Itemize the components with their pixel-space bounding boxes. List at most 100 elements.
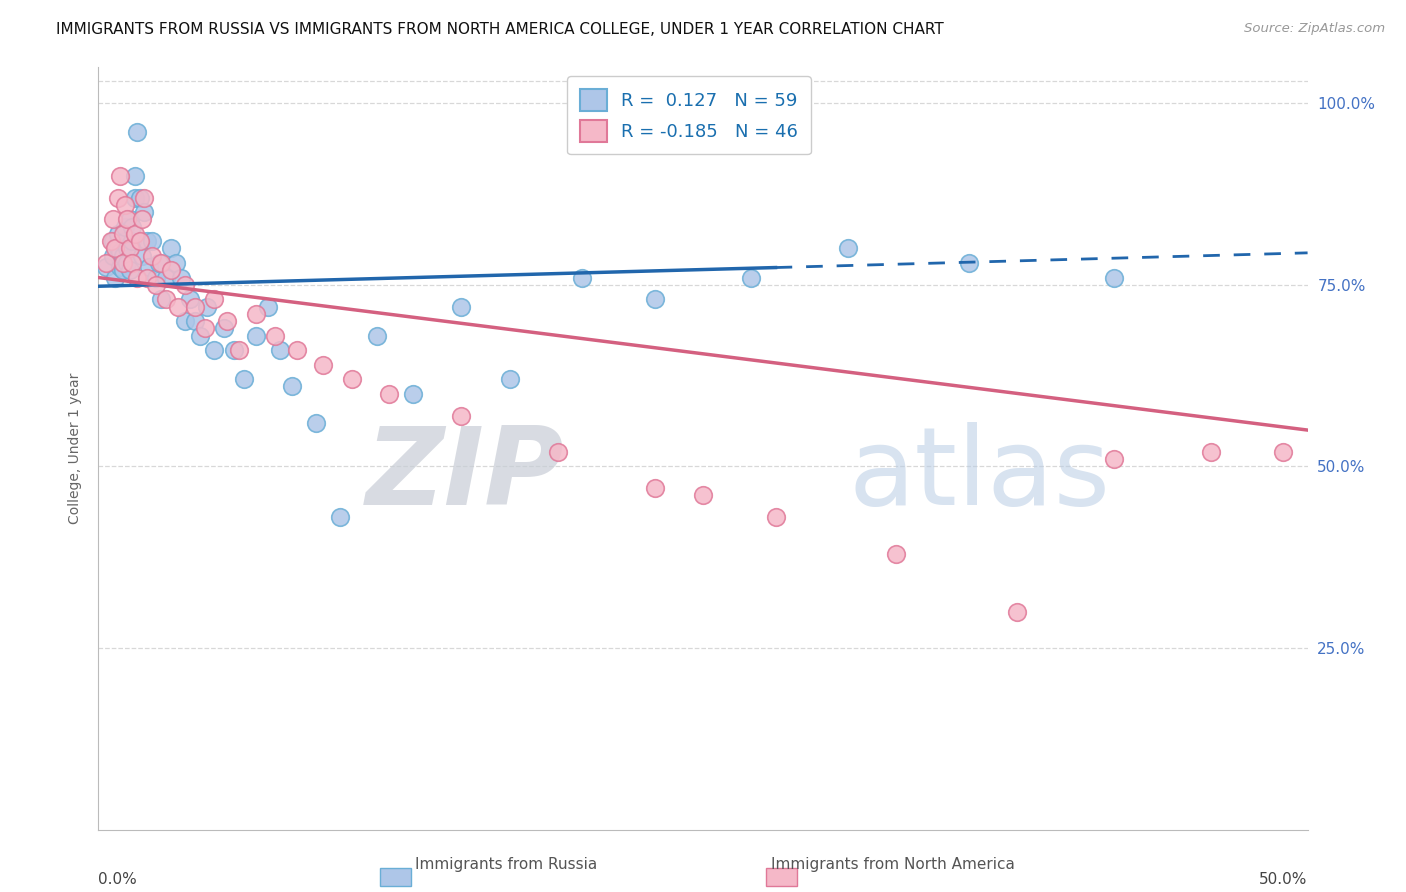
Point [377,386,399,401]
Point [108,169,131,183]
Point [104,242,127,256]
Point [160,242,183,256]
Text: Source: ZipAtlas.com: Source: ZipAtlas.com [1244,22,1385,36]
Point [138,260,160,274]
Point [179,293,201,307]
Point [188,328,211,343]
Point [121,234,143,248]
Point [107,227,129,241]
Point [547,445,569,459]
Point [498,372,520,386]
Point [131,212,153,227]
Point [285,343,308,358]
Point [141,234,163,248]
Point [184,314,207,328]
Point [114,234,136,248]
Point [245,328,267,343]
Point [256,300,278,314]
Point [101,234,124,248]
Point [145,270,167,285]
Point [160,263,183,277]
Point [692,488,714,502]
Text: 0.0%: 0.0% [98,871,138,887]
Point [117,256,139,270]
Point [100,234,122,248]
Point [232,372,254,386]
Text: Immigrants from Russia: Immigrants from Russia [415,857,598,872]
Point [114,219,136,234]
Point [111,256,134,270]
Point [450,300,472,314]
Point [135,270,157,285]
Point [1007,605,1029,619]
Point [1102,452,1125,467]
Point [104,270,127,285]
Point [101,212,124,227]
Point [245,307,267,321]
Point [155,293,177,307]
Point [118,242,141,256]
Point [194,321,217,335]
Text: IMMIGRANTS FROM RUSSIA VS IMMIGRANTS FROM NORTH AMERICA COLLEGE, UNDER 1 YEAR CO: IMMIGRANTS FROM RUSSIA VS IMMIGRANTS FRO… [56,22,943,37]
Point [957,256,980,270]
Point [215,314,238,328]
Point [155,270,177,285]
Point [1102,270,1125,285]
Point [169,270,191,285]
Point [128,234,150,248]
Point [228,343,250,358]
Point [148,256,170,270]
Point [571,270,593,285]
Point [124,191,146,205]
Point [118,263,141,277]
Point [312,358,335,372]
Point [150,256,173,270]
Point [204,343,226,358]
Point [121,219,143,234]
Point [765,510,787,524]
Text: ZIP: ZIP [366,422,564,528]
Point [329,510,352,524]
Point [131,249,153,263]
Point [165,256,187,270]
Point [212,321,235,335]
Point [127,270,149,285]
Point [222,343,245,358]
Text: 50.0%: 50.0% [1260,871,1308,887]
Point [269,343,291,358]
Point [366,328,388,343]
Point [174,277,197,292]
Point [174,314,197,328]
Point [204,293,226,307]
Point [117,242,139,256]
Point [342,372,364,386]
Point [184,300,207,314]
Point [450,409,472,423]
Point [644,481,666,495]
Point [305,416,328,430]
Point [167,300,190,314]
Point [1199,445,1222,459]
Point [107,242,129,256]
Point [117,212,139,227]
Point [264,328,287,343]
Point [94,260,117,274]
Point [402,386,425,401]
Point [740,270,762,285]
Point [145,277,167,292]
Point [150,293,173,307]
Text: atlas: atlas [848,422,1111,528]
Point [141,249,163,263]
Point [127,125,149,139]
Point [281,379,304,393]
Point [134,191,156,205]
Point [111,227,134,241]
Point [644,293,666,307]
Point [108,260,131,274]
Point [108,245,131,260]
Legend: R =  0.127   N = 59, R = -0.185   N = 46: R = 0.127 N = 59, R = -0.185 N = 46 [567,76,811,154]
Point [94,256,117,270]
Point [124,169,146,183]
Point [1272,445,1295,459]
Text: Immigrants from North America: Immigrants from North America [770,857,1015,872]
